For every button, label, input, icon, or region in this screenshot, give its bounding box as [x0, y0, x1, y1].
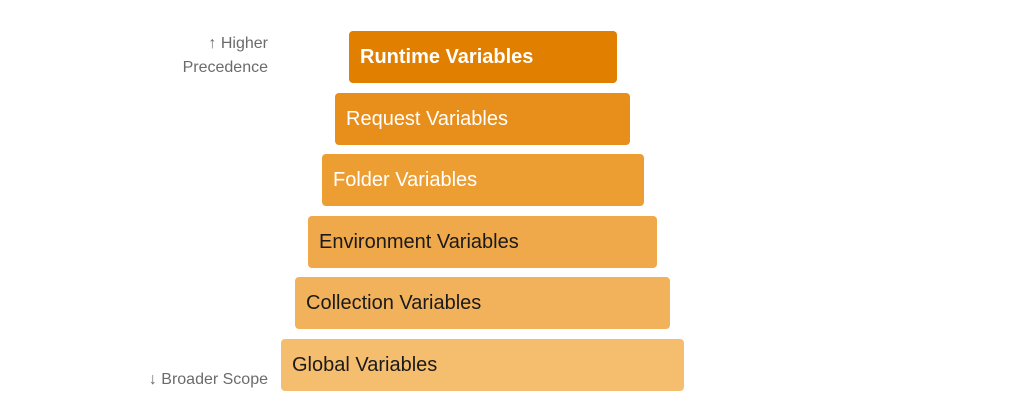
- down-arrow-icon: ↓: [148, 371, 157, 388]
- broader-scope-label: ↓ Broader Scope: [68, 368, 268, 392]
- broader-scope-line: ↓ Broader Scope: [148, 371, 268, 388]
- layer-label: Request Variables: [346, 107, 508, 130]
- layer-environment-variables: Environment Variables: [308, 216, 657, 268]
- up-arrow-icon: ↑: [208, 35, 217, 52]
- higher-precedence-line2: Precedence: [182, 59, 268, 76]
- higher-precedence-line1: ↑ Higher: [208, 35, 268, 52]
- higher-precedence-label: ↑ Higher Precedence: [68, 32, 268, 80]
- layer-runtime-variables: Runtime Variables: [349, 31, 617, 83]
- layer-collection-variables: Collection Variables: [295, 277, 670, 329]
- layer-label: Environment Variables: [319, 230, 519, 253]
- layer-label: Folder Variables: [333, 168, 478, 191]
- layer-global-variables: Global Variables: [281, 339, 684, 391]
- layer-request-variables: Request Variables: [335, 93, 630, 145]
- layer-label: Global Variables: [292, 353, 438, 376]
- layer-label: Runtime Variables: [360, 45, 534, 68]
- layer-label: Collection Variables: [306, 291, 482, 314]
- layer-folder-variables: Folder Variables: [322, 154, 644, 206]
